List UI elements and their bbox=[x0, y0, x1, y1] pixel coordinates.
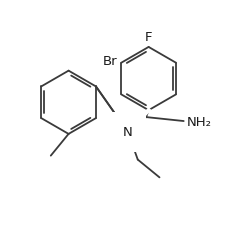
Text: Br: Br bbox=[103, 55, 117, 68]
Text: N: N bbox=[123, 126, 133, 139]
Text: F: F bbox=[145, 31, 152, 44]
Text: NH₂: NH₂ bbox=[187, 115, 212, 128]
